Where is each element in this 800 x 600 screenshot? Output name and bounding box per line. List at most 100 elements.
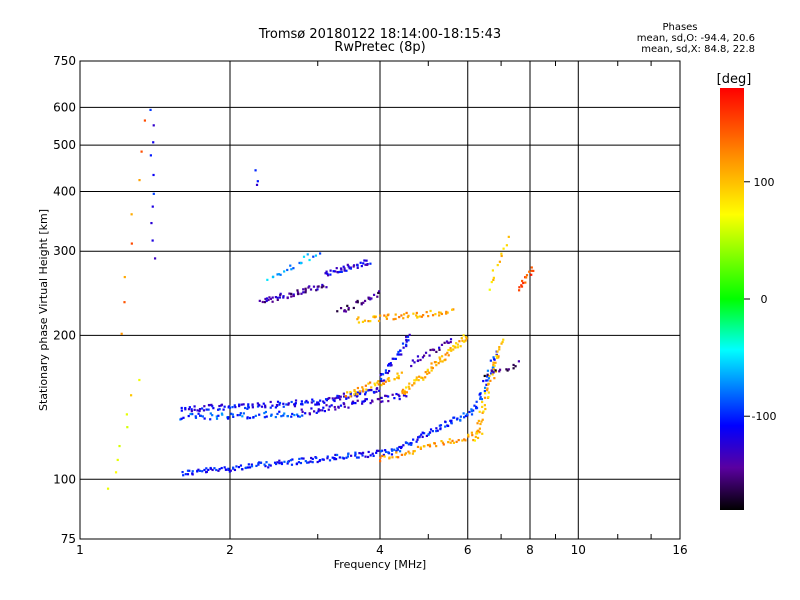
data-point bbox=[517, 360, 520, 363]
data-point bbox=[498, 260, 501, 263]
data-point bbox=[417, 379, 420, 382]
data-point bbox=[380, 377, 383, 381]
data-point bbox=[335, 396, 338, 399]
data-point bbox=[473, 439, 477, 442]
data-point bbox=[295, 462, 298, 466]
data-point bbox=[300, 292, 303, 295]
data-point bbox=[362, 388, 365, 391]
data-point bbox=[356, 318, 359, 321]
data-point bbox=[258, 404, 261, 407]
data-point bbox=[307, 461, 310, 464]
data-point bbox=[328, 405, 331, 408]
data-point bbox=[485, 383, 488, 386]
data-point bbox=[452, 308, 455, 311]
data-point bbox=[336, 394, 339, 397]
data-point bbox=[335, 453, 339, 457]
data-point bbox=[455, 342, 458, 345]
data-point bbox=[279, 273, 282, 276]
data-point bbox=[387, 451, 390, 454]
data-point bbox=[481, 400, 484, 404]
data-point bbox=[299, 262, 302, 265]
data-point bbox=[120, 332, 123, 335]
data-point bbox=[476, 432, 479, 435]
data-point bbox=[397, 377, 400, 380]
data-point bbox=[377, 319, 381, 323]
data-point bbox=[306, 461, 309, 464]
data-point bbox=[248, 416, 252, 420]
data-point bbox=[492, 356, 495, 359]
data-point bbox=[437, 362, 440, 365]
data-point bbox=[152, 141, 155, 144]
data-point bbox=[490, 280, 493, 284]
data-point bbox=[191, 470, 194, 473]
data-point bbox=[482, 379, 485, 383]
data-point bbox=[413, 382, 416, 385]
data-point bbox=[274, 406, 277, 409]
data-point bbox=[318, 252, 322, 255]
data-point bbox=[264, 410, 267, 414]
data-point bbox=[496, 356, 499, 359]
data-point bbox=[220, 403, 224, 406]
data-point bbox=[520, 285, 524, 288]
data-point bbox=[209, 412, 212, 415]
data-point bbox=[339, 404, 343, 407]
data-point bbox=[247, 405, 250, 408]
data-point bbox=[298, 415, 301, 418]
data-point bbox=[423, 432, 426, 435]
data-point bbox=[411, 359, 414, 362]
data-point bbox=[223, 466, 226, 469]
plot-grid bbox=[80, 61, 680, 539]
data-point bbox=[282, 405, 285, 408]
data-point bbox=[410, 364, 413, 368]
data-point bbox=[505, 244, 508, 247]
data-point bbox=[450, 419, 453, 422]
data-point bbox=[387, 364, 390, 367]
data-point bbox=[456, 343, 459, 346]
data-point bbox=[317, 403, 321, 406]
data-point bbox=[344, 395, 348, 398]
data-point bbox=[282, 295, 285, 298]
data-point bbox=[123, 301, 126, 304]
data-point bbox=[415, 314, 418, 317]
data-point bbox=[407, 339, 410, 342]
data-point bbox=[426, 444, 430, 447]
data-point bbox=[207, 408, 210, 411]
data-point bbox=[271, 296, 274, 299]
data-point bbox=[415, 311, 418, 315]
data-point bbox=[223, 405, 226, 408]
data-point bbox=[403, 392, 406, 395]
data-point bbox=[180, 409, 183, 412]
data-point bbox=[476, 422, 479, 425]
data-point bbox=[317, 401, 320, 404]
data-point bbox=[418, 315, 421, 318]
data-point bbox=[361, 320, 365, 323]
data-point bbox=[347, 406, 350, 409]
data-point bbox=[325, 286, 328, 289]
data-point bbox=[325, 404, 328, 407]
data-point bbox=[396, 372, 399, 375]
data-point bbox=[307, 286, 310, 289]
data-point bbox=[422, 354, 426, 357]
data-point bbox=[181, 470, 184, 474]
data-point bbox=[355, 300, 358, 304]
data-point bbox=[325, 270, 328, 273]
data-point bbox=[292, 293, 295, 296]
data-point bbox=[482, 410, 485, 413]
data-point bbox=[483, 374, 486, 378]
data-point bbox=[530, 266, 533, 269]
data-point bbox=[220, 466, 223, 470]
data-point bbox=[400, 445, 403, 448]
data-point bbox=[425, 434, 428, 437]
data-point bbox=[423, 445, 426, 448]
data-point bbox=[251, 406, 254, 409]
data-point bbox=[285, 403, 288, 406]
data-point bbox=[386, 378, 389, 381]
data-point bbox=[368, 388, 371, 392]
data-point bbox=[507, 235, 510, 238]
data-point bbox=[459, 345, 462, 348]
data-point bbox=[477, 419, 480, 423]
data-point bbox=[521, 279, 524, 283]
data-point bbox=[425, 311, 428, 314]
data-point bbox=[498, 368, 502, 371]
data-point bbox=[198, 469, 202, 472]
